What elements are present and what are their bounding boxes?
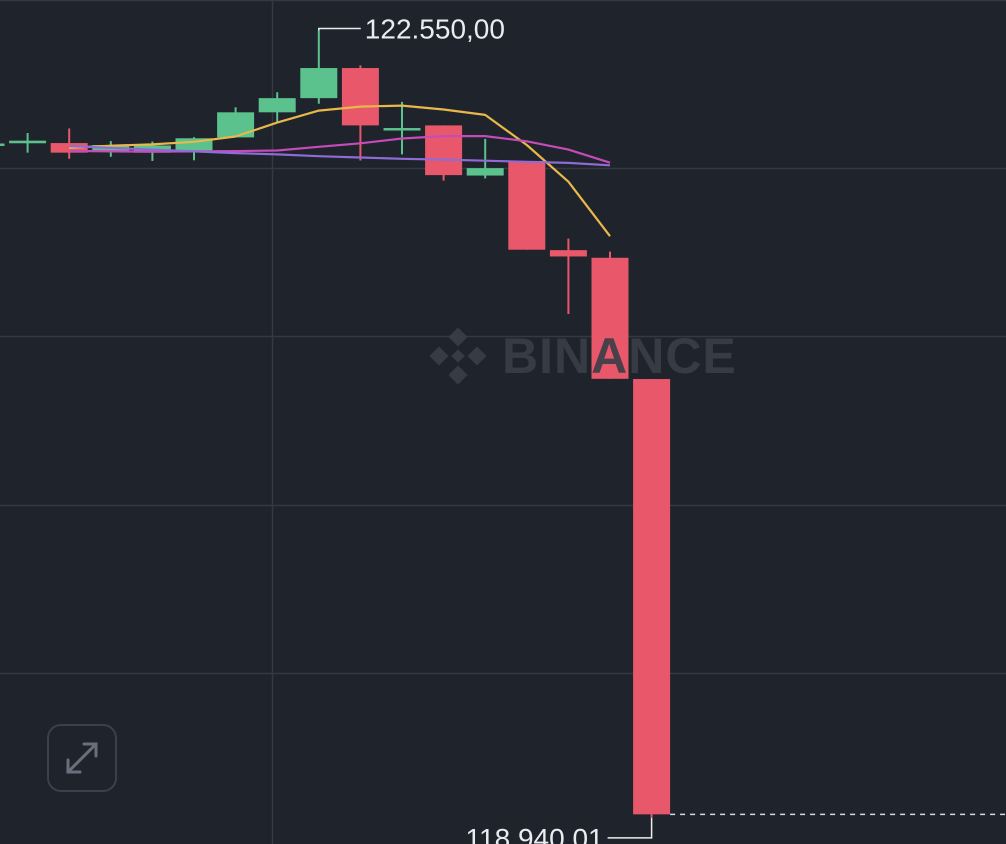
candle-body xyxy=(217,112,255,138)
candle-body xyxy=(591,257,629,379)
candle-body xyxy=(508,160,546,250)
candle-body xyxy=(0,143,5,147)
binance-watermark: BINANCE xyxy=(424,324,737,388)
moving-average-line xyxy=(69,135,611,164)
candle xyxy=(383,101,421,155)
candle xyxy=(300,30,338,104)
candle xyxy=(591,251,629,379)
candle-body xyxy=(9,140,47,144)
price-annotations: 122.550,00 118.940,01 xyxy=(318,14,1006,844)
binance-logo-icon xyxy=(429,327,487,385)
watermark-text: BINANCE xyxy=(502,328,737,384)
candles xyxy=(0,30,671,818)
candle-body xyxy=(425,125,463,176)
candle xyxy=(9,133,47,153)
moving-averages xyxy=(69,104,611,237)
low-label-leader xyxy=(607,817,653,839)
candle xyxy=(508,160,546,250)
candle xyxy=(341,65,379,161)
high-price-label: 122.550,00 xyxy=(365,14,505,45)
candle-body xyxy=(258,98,296,113)
candle-body xyxy=(300,68,338,99)
candle-body xyxy=(633,379,671,815)
candle xyxy=(466,138,504,179)
candle xyxy=(258,92,296,124)
high-label-leader xyxy=(318,27,361,31)
candle-body xyxy=(466,168,504,176)
low-price-label: 118.940,01 xyxy=(466,823,604,844)
candle xyxy=(633,379,671,818)
candle xyxy=(0,143,5,147)
expand-arrows-icon xyxy=(66,742,98,774)
candle-body xyxy=(383,128,421,131)
candle xyxy=(425,125,463,181)
candle xyxy=(549,238,587,315)
moving-average-line xyxy=(69,145,611,167)
fullscreen-button[interactable] xyxy=(47,724,117,792)
candle-body xyxy=(341,68,379,126)
candle xyxy=(50,128,88,159)
candle-body xyxy=(549,250,587,257)
